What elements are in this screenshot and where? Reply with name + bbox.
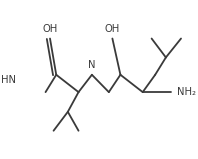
Text: OH: OH <box>42 24 58 34</box>
Text: HN: HN <box>2 75 16 84</box>
Text: NH₂: NH₂ <box>177 87 196 97</box>
Text: N: N <box>88 60 96 70</box>
Text: OH: OH <box>105 24 120 34</box>
